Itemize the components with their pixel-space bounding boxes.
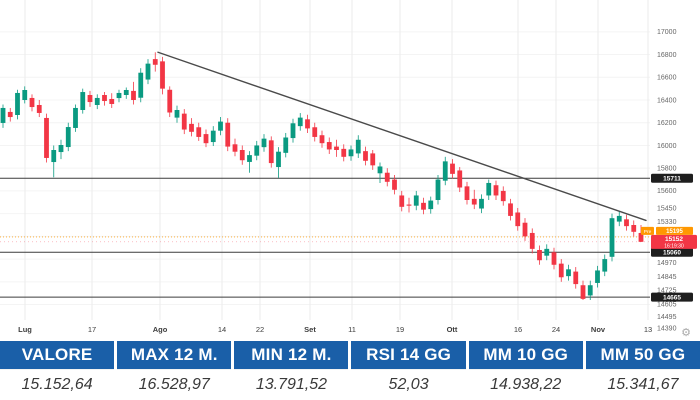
- svg-text:14495: 14495: [657, 314, 677, 321]
- table-header-rsi-14gg: RSI 14 GG: [351, 341, 466, 369]
- svg-text:14605: 14605: [657, 301, 677, 308]
- candlestick-chart-svg: 17000 16800 16600 16400 16200 16000 15800 15600…: [0, 0, 697, 334]
- svg-text:14665: 14665: [663, 295, 681, 302]
- svg-text:17: 17: [88, 325, 96, 334]
- svg-text:Nov: Nov: [591, 325, 606, 334]
- quote-summary-table: VALORE MAX 12 M. MIN 12 M. RSI 14 GG MM …: [0, 341, 700, 400]
- svg-text:15800: 15800: [657, 165, 677, 172]
- svg-text:16600: 16600: [657, 75, 677, 82]
- svg-text:15060: 15060: [663, 250, 681, 257]
- table-value-valore: 15.152,64: [0, 369, 115, 400]
- table-header-max-12m: MAX 12 M.: [117, 341, 232, 369]
- svg-text:Pre: Pre: [644, 229, 652, 235]
- svg-text:15450: 15450: [657, 205, 677, 212]
- svg-text:Set: Set: [304, 325, 316, 334]
- table-value-min-12m: 13.791,52: [234, 369, 349, 400]
- svg-text:11: 11: [348, 325, 356, 334]
- svg-text:14845: 14845: [657, 274, 677, 281]
- table-value-max-12m: 16.528,97: [117, 369, 232, 400]
- svg-text:15600: 15600: [657, 188, 677, 195]
- table-value-mm-10gg: 14.938,22: [468, 369, 583, 400]
- svg-text:14725: 14725: [657, 288, 677, 295]
- price-chart[interactable]: 17000 16800 16600 16400 16200 16000 15800 15600…: [0, 0, 700, 340]
- table-value-row: 15.152,64 16.528,97 13.791,52 52,03 14.9…: [0, 369, 700, 400]
- table-header-row: VALORE MAX 12 M. MIN 12 M. RSI 14 GG MM …: [0, 341, 700, 369]
- table-header-valore: VALORE: [0, 341, 115, 369]
- svg-text:14: 14: [218, 325, 226, 334]
- settings-gear-icon[interactable]: ⚙: [681, 327, 691, 339]
- svg-text:17000: 17000: [657, 29, 677, 36]
- table-header-min-12m: MIN 12 M.: [234, 341, 349, 369]
- table-header-mm-50gg: MM 50 GG: [585, 341, 700, 369]
- svg-text:16: 16: [514, 325, 522, 334]
- svg-text:16400: 16400: [657, 97, 677, 104]
- table-value-rsi-14gg: 52,03: [351, 369, 466, 400]
- svg-text:16800: 16800: [657, 52, 677, 59]
- svg-text:24: 24: [552, 325, 560, 334]
- svg-text:Ott: Ott: [447, 325, 458, 334]
- svg-text:22: 22: [256, 325, 264, 334]
- svg-text:16000: 16000: [657, 143, 677, 150]
- svg-text:14970: 14970: [657, 260, 677, 267]
- svg-text:15330: 15330: [657, 219, 677, 226]
- svg-text:15152: 15152: [665, 236, 683, 243]
- svg-text:Lug: Lug: [18, 325, 32, 334]
- svg-text:15195: 15195: [666, 229, 683, 235]
- svg-text:13: 13: [644, 325, 652, 334]
- svg-text:19: 19: [396, 325, 404, 334]
- svg-text:Ago: Ago: [153, 325, 168, 334]
- svg-text:14390: 14390: [657, 326, 677, 333]
- svg-text:15711: 15711: [663, 176, 681, 183]
- svg-text:16:19:30: 16:19:30: [664, 243, 684, 249]
- table-header-mm-10gg: MM 10 GG: [468, 341, 583, 369]
- table-value-mm-50gg: 15.341,67: [585, 369, 700, 400]
- svg-text:16200: 16200: [657, 120, 677, 127]
